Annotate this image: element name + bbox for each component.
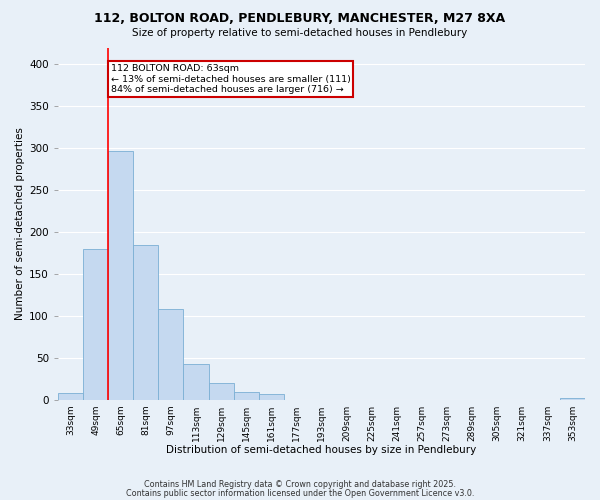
Bar [560, 398, 585, 400]
Text: Size of property relative to semi-detached houses in Pendlebury: Size of property relative to semi-detach… [133, 28, 467, 38]
Bar [83, 248, 108, 400]
X-axis label: Distribution of semi-detached houses by size in Pendlebury: Distribution of semi-detached houses by … [166, 445, 476, 455]
Text: Contains public sector information licensed under the Open Government Licence v3: Contains public sector information licen… [126, 489, 474, 498]
Bar [133, 246, 158, 400]
Text: 112, BOLTON ROAD, PENDLEBURY, MANCHESTER, M27 8XA: 112, BOLTON ROAD, PENDLEBURY, MANCHESTER… [94, 12, 506, 26]
Y-axis label: Number of semi-detached properties: Number of semi-detached properties [15, 127, 25, 320]
Text: 112 BOLTON ROAD: 63sqm
← 13% of semi-detached houses are smaller (111)
84% of se: 112 BOLTON ROAD: 63sqm ← 13% of semi-det… [110, 64, 350, 94]
Text: Contains HM Land Registry data © Crown copyright and database right 2025.: Contains HM Land Registry data © Crown c… [144, 480, 456, 489]
Bar [58, 393, 83, 400]
Bar [233, 392, 259, 400]
Bar [158, 309, 184, 400]
Bar [259, 394, 284, 400]
Bar [184, 364, 209, 400]
Bar [108, 150, 133, 400]
Bar [209, 383, 233, 400]
